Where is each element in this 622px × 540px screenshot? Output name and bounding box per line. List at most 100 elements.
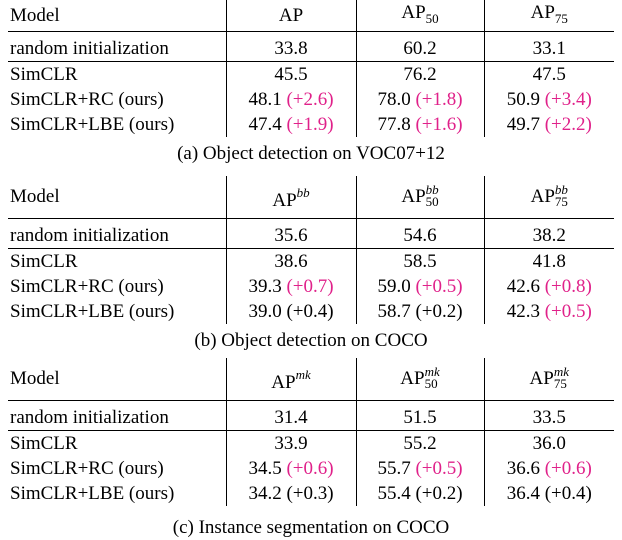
header-ap50-bb: AP bb 50 — [356, 176, 485, 219]
cell: 48.1 (+2.6) — [226, 87, 357, 112]
header-ap50-mk: AP mk 50 — [356, 358, 485, 401]
table-row: SimCLR+RC (ours) 34.5 (+0.6) 55.7 (+0.5)… — [8, 456, 614, 481]
caption-a: (a) Object detection on VOC07+12 — [177, 143, 445, 164]
delta: (+0.3) — [286, 483, 334, 504]
delta: (+0.4) — [286, 301, 334, 322]
table-row: SimCLR+RC (ours) 39.3 (+0.7) 59.0 (+0.5)… — [8, 274, 614, 299]
cell: 49.7 (+2.2) — [506, 114, 592, 135]
table-a-header: Model AP AP50 AP75 — [8, 0, 614, 32]
cell: 45.5 — [226, 61, 357, 87]
cell: 78.0 (+1.8) — [356, 87, 485, 112]
cell: 41.8 — [484, 248, 614, 274]
table-row: random initialization 31.4 51.5 33.5 — [8, 400, 614, 431]
delta: (+0.5) — [544, 301, 592, 322]
table-b-header: Model APbb AP bb 50 AP bb 75 — [8, 176, 614, 219]
cell: 58.7 (+0.2) — [356, 299, 485, 324]
table-row: random initialization 35.6 54.6 38.2 — [8, 218, 614, 249]
delta: (+0.5) — [415, 458, 463, 479]
table-c: Model APmk AP mk 50 AP mk 75 random initiali… — [8, 358, 614, 506]
table-row: SimCLR+LBE (ours) 47.4 (+1.9) 77.8 (+1.6… — [8, 112, 614, 137]
cell: 47.5 — [484, 61, 614, 87]
table-b-block: Model APbb AP bb 50 AP bb 75 random initiali… — [0, 176, 622, 353]
cell: 39.0 (+0.4) — [226, 299, 357, 324]
table-row: SimCLR+LBE (ours) 34.2 (+0.3) 55.4 (+0.2… — [8, 481, 614, 506]
cell: 55.2 — [356, 430, 485, 456]
row-model: SimCLR+RC (ours) — [8, 456, 227, 481]
table-row: SimCLR 45.5 76.2 47.5 — [8, 61, 614, 87]
cell: 36.6 (+0.6) — [506, 458, 592, 479]
cell: 51.5 — [356, 400, 485, 431]
cell: 55.4 (+0.2) — [356, 481, 485, 506]
cell: 39.3 (+0.7) — [226, 274, 357, 299]
cell: 38.6 — [226, 248, 357, 274]
table-c-block: Model APmk AP mk 50 AP mk 75 random initiali… — [0, 358, 622, 540]
table-a: Model AP AP50 AP75 random initialization… — [8, 0, 614, 137]
header-ap: AP — [226, 0, 357, 32]
row-model: SimCLR — [8, 430, 227, 456]
table-row: SimCLR 38.6 58.5 41.8 — [8, 248, 614, 274]
header-model: Model — [8, 0, 227, 32]
table-row: SimCLR+LBE (ours) 39.0 (+0.4) 58.7 (+0.2… — [8, 299, 614, 324]
delta: (+2.2) — [544, 114, 592, 135]
header-ap75-mk: AP mk 75 — [484, 358, 614, 401]
row-model: random initialization — [8, 400, 227, 431]
table-a-block: Model AP AP50 AP75 random initialization… — [0, 0, 622, 166]
row-model: SimCLR+LBE (ours) — [8, 481, 227, 506]
delta: (+0.6) — [544, 458, 592, 479]
header-ap-bb: APbb — [226, 176, 357, 219]
cell: 76.2 — [356, 61, 485, 87]
cell: 35.6 — [226, 218, 357, 249]
header-ap75-bb: AP bb 75 — [484, 176, 614, 219]
delta: (+0.8) — [544, 276, 592, 297]
row-model: SimCLR+RC (ours) — [8, 274, 227, 299]
cell: 33.5 — [532, 407, 566, 428]
cell: 38.2 — [532, 225, 566, 246]
cell: 42.6 (+0.8) — [506, 276, 592, 297]
cell: 36.0 — [484, 430, 614, 456]
table-b: Model APbb AP bb 50 AP bb 75 random initiali… — [8, 176, 614, 324]
delta: (+0.5) — [415, 276, 463, 297]
delta: (+3.4) — [544, 89, 592, 110]
cell: 34.2 (+0.3) — [226, 481, 357, 506]
header-ap50: AP50 — [356, 0, 485, 32]
header-model: Model — [8, 176, 227, 219]
caption-b: (b) Object detection on COCO — [194, 330, 428, 351]
cell: 42.3 (+0.5) — [506, 301, 592, 322]
delta: (+2.6) — [286, 89, 334, 110]
row-model: SimCLR+LBE (ours) — [8, 112, 227, 137]
delta: (+0.7) — [286, 276, 334, 297]
cell: 31.4 — [226, 400, 357, 431]
row-model: SimCLR+RC (ours) — [8, 87, 227, 112]
delta: (+0.2) — [415, 483, 463, 504]
delta: (+1.9) — [286, 114, 334, 135]
table-row: SimCLR+RC (ours) 48.1 (+2.6) 78.0 (+1.8)… — [8, 87, 614, 112]
header-ap75: AP75 — [484, 0, 614, 32]
delta: (+0.2) — [415, 301, 463, 322]
delta: (+1.8) — [415, 89, 463, 110]
row-model: SimCLR — [8, 248, 227, 274]
delta: (+0.6) — [286, 458, 334, 479]
header-ap-mk: APmk — [226, 358, 357, 401]
cell: 34.5 (+0.6) — [226, 456, 357, 481]
row-model: SimCLR — [8, 61, 227, 87]
row-model: random initialization — [8, 31, 227, 62]
cell: 60.2 — [356, 31, 485, 62]
cell: 58.5 — [356, 248, 485, 274]
row-model: random initialization — [8, 218, 227, 249]
cell: 50.9 (+3.4) — [506, 89, 592, 110]
delta: (+1.6) — [415, 114, 463, 135]
row-model: SimCLR+LBE (ours) — [8, 299, 227, 324]
cell: 36.4 (+0.4) — [506, 483, 592, 504]
table-c-header: Model APmk AP mk 50 AP mk 75 — [8, 358, 614, 401]
delta: (+0.4) — [544, 483, 592, 504]
table-row: SimCLR 33.9 55.2 36.0 — [8, 430, 614, 456]
cell: 33.9 — [226, 430, 357, 456]
table-row: random initialization 33.8 60.2 33.1 — [8, 31, 614, 62]
cell: 33.8 — [226, 31, 357, 62]
caption-c: (c) Instance segmentation on COCO — [172, 517, 450, 538]
cell: 77.8 (+1.6) — [356, 112, 485, 137]
cell: 59.0 (+0.5) — [356, 274, 485, 299]
header-model: Model — [8, 358, 227, 401]
cell: 54.6 — [356, 218, 485, 249]
cell: 55.7 (+0.5) — [356, 456, 485, 481]
